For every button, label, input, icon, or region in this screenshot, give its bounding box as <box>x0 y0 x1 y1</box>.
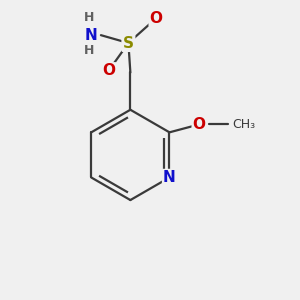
Text: N: N <box>85 28 98 43</box>
Text: O: O <box>149 11 162 26</box>
Text: N: N <box>163 170 176 185</box>
Text: H: H <box>84 11 94 24</box>
Text: H: H <box>84 44 94 57</box>
Text: O: O <box>102 63 115 78</box>
Text: CH₃: CH₃ <box>232 118 255 131</box>
Text: S: S <box>123 35 134 50</box>
Text: O: O <box>192 117 206 132</box>
